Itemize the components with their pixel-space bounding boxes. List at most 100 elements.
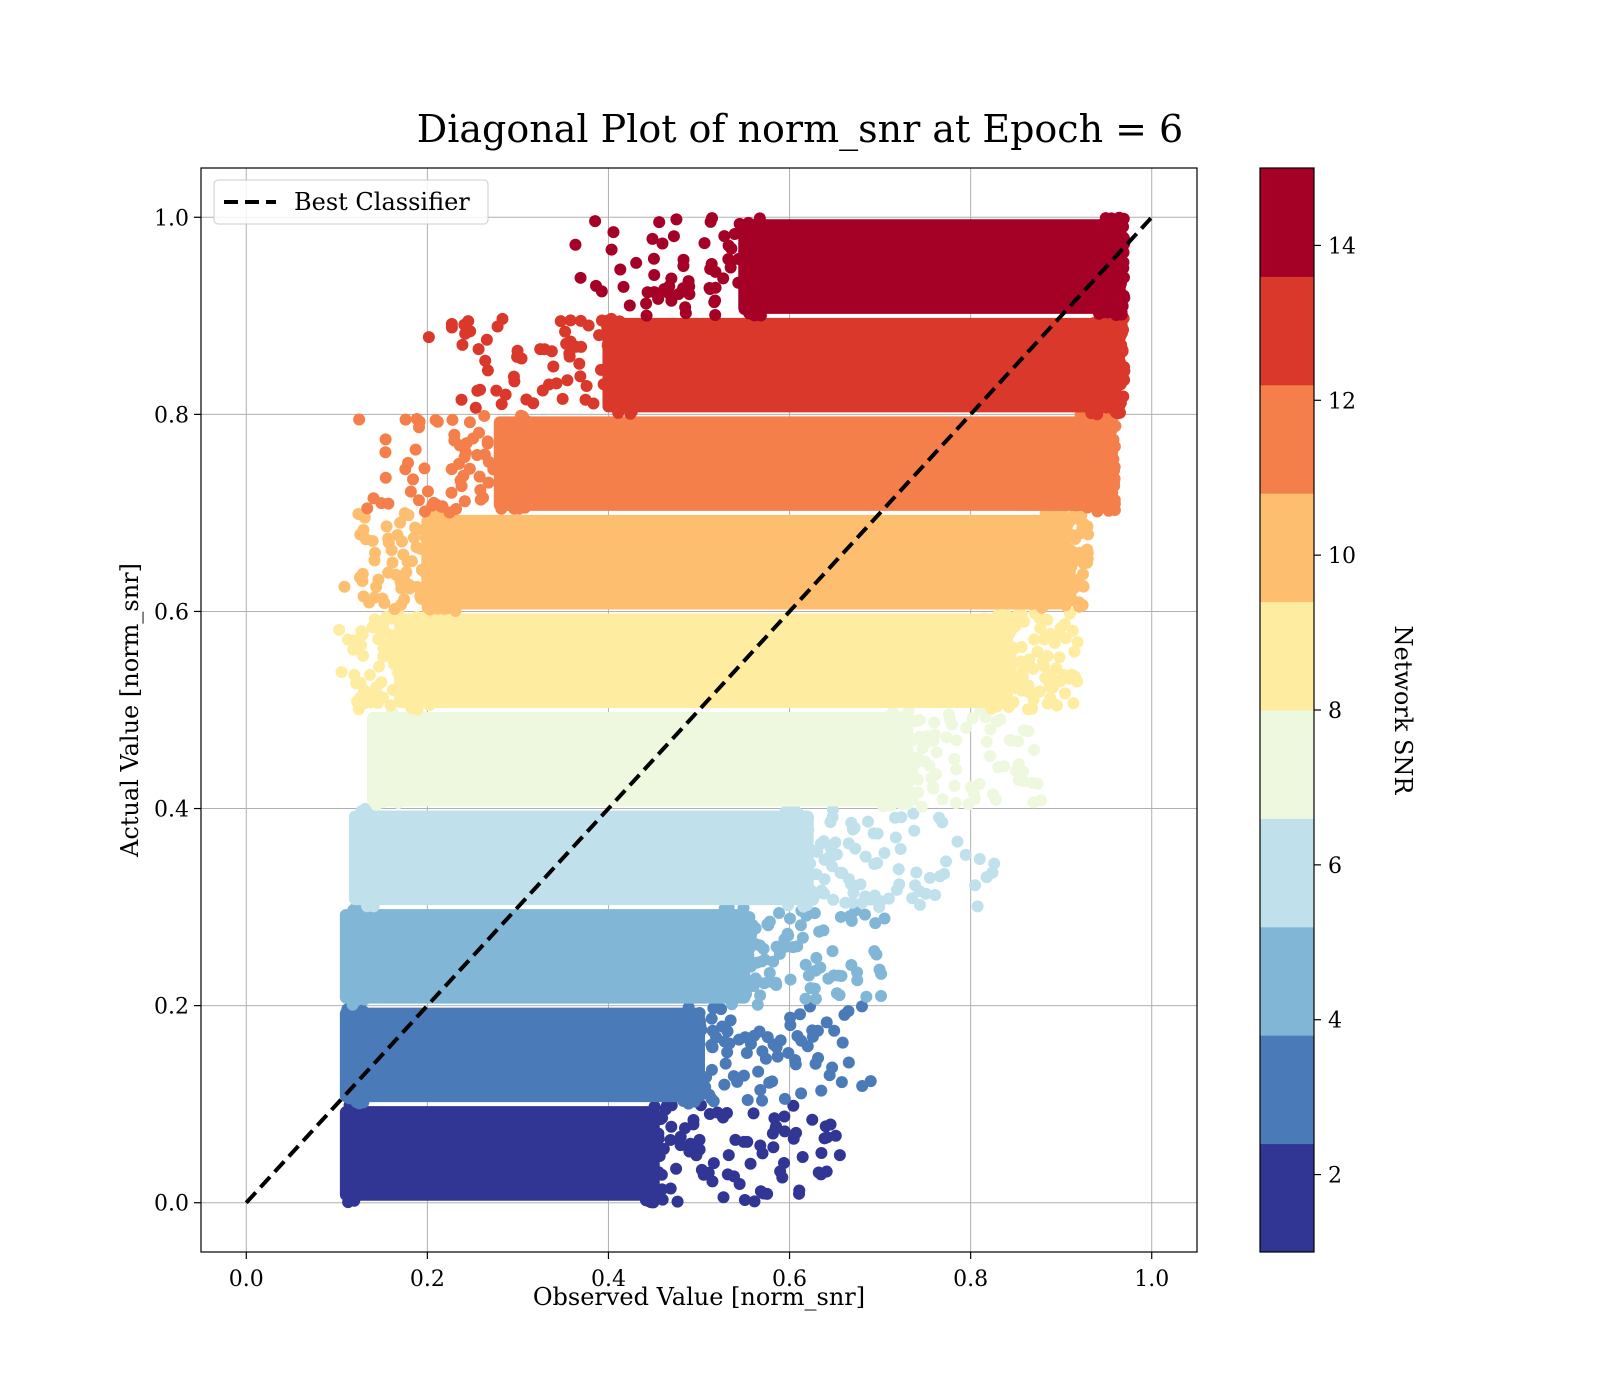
scatter-point — [1017, 765, 1030, 778]
y-axis-label: Actual Value [norm_snr] — [116, 563, 144, 858]
scatter-point — [674, 1139, 687, 1152]
scatter-point — [1086, 353, 1099, 366]
scatter-point — [659, 1103, 672, 1116]
scatter-point — [809, 964, 822, 977]
scatter-point — [814, 837, 827, 850]
scatter-point — [778, 1156, 791, 1169]
scatter-point — [978, 617, 991, 630]
scatter-point — [1031, 645, 1044, 658]
scatter-point — [368, 775, 381, 788]
scatter-point — [418, 462, 431, 475]
scatter-point — [942, 708, 955, 721]
scatter-point — [980, 871, 993, 884]
scatter-point — [752, 1065, 765, 1078]
scatter-point — [362, 691, 375, 704]
scatter-point — [1039, 671, 1052, 684]
scatter-point — [1070, 499, 1083, 512]
scatter-point — [1088, 486, 1101, 499]
scatter-point — [458, 451, 471, 464]
scatter-point — [771, 1050, 784, 1063]
scatter-point — [624, 362, 637, 375]
scatter-point — [984, 640, 997, 653]
scatter-point — [445, 486, 458, 499]
scatter-point — [778, 1110, 791, 1123]
scatter-point — [521, 448, 534, 461]
scatter-point — [722, 253, 735, 266]
scatter-point — [440, 554, 453, 567]
colorbar-tick-label: 10 — [1328, 544, 1356, 569]
scatter-point — [726, 963, 739, 976]
scatter-point — [1108, 494, 1121, 507]
scatter-point — [341, 1139, 354, 1152]
scatter-point — [679, 301, 692, 314]
scatter-point — [517, 414, 530, 427]
scatter-point — [450, 502, 463, 515]
scatter-point — [1109, 374, 1122, 387]
scatter-point — [421, 485, 434, 498]
scatter-point — [1045, 695, 1058, 708]
scatter-point — [640, 309, 653, 322]
scatter-point — [595, 314, 608, 327]
scatter-point — [392, 758, 405, 771]
scatter-point — [494, 487, 507, 500]
scatter-point — [1039, 583, 1052, 596]
scatter-point — [496, 312, 509, 325]
scatter-point — [441, 522, 454, 535]
scatter-point — [988, 857, 1001, 870]
scatter-point — [693, 1010, 706, 1023]
scatter-point — [361, 502, 374, 515]
scatter-point — [847, 886, 860, 899]
scatter-point — [790, 806, 803, 819]
scatter-point — [901, 707, 914, 720]
scatter-point — [338, 580, 351, 593]
scatter-point — [385, 544, 398, 557]
scatter-point — [753, 1025, 766, 1038]
scatter-point — [834, 910, 847, 923]
scatter-point — [451, 546, 464, 559]
scatter-point — [1100, 388, 1113, 401]
scatter-point — [878, 846, 891, 859]
scatter-point — [820, 1016, 833, 1029]
scatter-point — [750, 280, 763, 293]
scatter-point — [778, 1125, 791, 1138]
scatter-point — [1022, 725, 1035, 738]
scatter-point — [419, 580, 432, 593]
scatter-point — [1035, 524, 1048, 537]
scatter-band-core — [394, 613, 1013, 708]
scatter-point — [680, 1088, 693, 1101]
scatter-point — [741, 1094, 754, 1107]
scatter-point — [894, 843, 907, 856]
scatter-point — [736, 225, 749, 238]
scatter-point — [392, 667, 405, 680]
scatter-point — [452, 555, 465, 568]
scatter-point — [984, 723, 997, 736]
scatter-point — [981, 652, 994, 665]
colorbar — [1260, 168, 1314, 1253]
scatter-point — [801, 876, 814, 889]
scatter-point — [789, 1058, 802, 1071]
scatter-point — [663, 280, 676, 293]
scatter-point — [718, 230, 731, 243]
scatter-point — [1077, 557, 1090, 570]
scatter-point — [1100, 460, 1113, 473]
scatter-point — [1016, 665, 1029, 678]
scatter-point — [878, 738, 891, 751]
scatter-point — [671, 1195, 684, 1208]
scatter-point — [1028, 541, 1041, 554]
scatter-point — [1028, 591, 1041, 604]
scatter-point — [783, 814, 796, 827]
scatter-point — [604, 389, 617, 402]
y-tick-label: 1.0 — [154, 206, 189, 231]
scatter-point — [353, 413, 366, 426]
scatter-point — [799, 992, 812, 1005]
scatter-point — [1091, 417, 1104, 430]
scatter-point — [355, 908, 368, 921]
scatter-point — [428, 564, 441, 577]
scatter-point — [913, 885, 926, 898]
scatter-point — [795, 1087, 808, 1100]
scatter-point — [763, 1076, 776, 1089]
scatter-point — [335, 665, 348, 678]
scatter-point — [648, 268, 661, 281]
scatter-point — [878, 912, 891, 925]
scatter-point — [375, 783, 388, 796]
